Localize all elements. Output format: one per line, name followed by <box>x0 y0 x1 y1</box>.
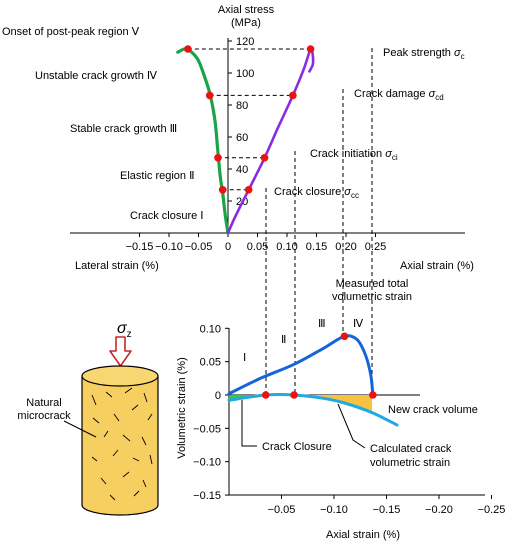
top-x-tick-label: 0.20 <box>335 241 356 253</box>
leader-lines <box>241 400 366 449</box>
bottom-x-axis-label: Axial strain (%) <box>326 529 400 541</box>
stage-label-crack-closure: Crack closure Ⅰ <box>130 210 204 222</box>
top-y-axis-title-line1: Axial stress <box>218 4 275 16</box>
bottom-y-ticks: 0.10 0.05 0 −0.05 −0.10 −0.15 <box>193 323 229 502</box>
label-crack-damage: Crack damage σcd <box>354 88 444 102</box>
top-x-tick-label: 0.25 <box>365 241 386 253</box>
bottom-x-tick-label: −0.20 <box>425 504 453 516</box>
new-crack-volume-area <box>300 395 372 413</box>
region-label-3: Ⅲ <box>318 318 326 330</box>
bottom-y-tick-label: 0 <box>215 390 221 402</box>
top-data-point <box>306 45 315 53</box>
top-x-tick-label: 0.05 <box>247 241 268 253</box>
bottom-x-tick-label: −0.25 <box>478 504 505 516</box>
top-x-tick-label: −0.15 <box>126 241 154 253</box>
annotation-calculated-line2: volumetric strain <box>370 457 450 469</box>
annotation-calculated-line1: Calculated crack <box>370 443 452 455</box>
annotation-measured-line1: Measured total <box>336 278 409 290</box>
bottom-x-tick-label: −0.05 <box>268 504 296 516</box>
microcrack-label-line2: microcrack <box>17 410 71 422</box>
top-y-tick-label: 40 <box>236 164 248 176</box>
bottom-markers <box>261 332 377 399</box>
label-crack-closure-stress: Crack closure σcc <box>274 186 359 200</box>
bottom-y-axis-label: Volumetric strain (%) <box>176 357 188 458</box>
guide-lines <box>187 48 311 191</box>
specimen-stress-symbol: σz <box>117 320 132 340</box>
region-label-2: Ⅱ <box>281 334 286 346</box>
crack-closure-area <box>229 395 267 401</box>
top-y-tick-label: 120 <box>236 36 254 48</box>
bottom-y-tick-label: 0.10 <box>200 323 221 335</box>
specimen-body <box>81 376 159 516</box>
microcracks <box>91 387 153 501</box>
microcrack-leader-line <box>63 420 97 438</box>
axial-strain-axis-label: Axial strain (%) <box>400 260 474 272</box>
bottom-x-tick-label: −0.10 <box>320 504 348 516</box>
bottom-data-point <box>369 391 377 399</box>
top-data-point <box>214 154 222 162</box>
stage-label-elastic-region: Elastic region Ⅱ <box>120 170 195 182</box>
top-markers <box>184 45 315 194</box>
bottom-data-point <box>340 332 349 341</box>
top-x-ticks: −0.15 −0.10 −0.05 0 0.05 0.10 0.15 0.20 0.25 <box>126 233 386 253</box>
microcrack-label-line1: Natural <box>26 397 61 409</box>
bottom-data-point <box>290 391 298 399</box>
measured-total-volumetric-curve <box>227 334 375 397</box>
bottom-y-tick-label: −0.10 <box>193 457 221 469</box>
label-crack-initiation: Crack initiation σci <box>310 148 398 162</box>
top-data-point <box>260 154 269 162</box>
bottom-y-tick-label: −0.15 <box>193 490 221 502</box>
top-y-axis-title-line2: (MPa) <box>231 17 261 29</box>
specimen-top <box>81 365 159 387</box>
bottom-chart: −0.05 −0.10 −0.15 −0.20 −0.25 0.10 0.05 0 −0.05… <box>176 278 505 541</box>
bottom-y-tick-label: −0.05 <box>193 423 221 435</box>
bottom-data-point <box>261 391 270 399</box>
lateral-strain-axis-label: Lateral strain (%) <box>75 260 159 272</box>
top-data-point <box>289 91 297 100</box>
lateral-strain-curve <box>176 47 230 235</box>
annotation-new-crack-volume: New crack volume <box>388 404 478 416</box>
stage-label-stable-crack-growth: Stable crack growth Ⅲ <box>70 123 177 135</box>
top-data-point <box>218 186 227 194</box>
region-label-4: Ⅳ <box>353 318 364 330</box>
connector-lines <box>265 48 373 395</box>
top-x-tick-label: −0.10 <box>155 241 183 253</box>
top-data-point <box>184 45 192 53</box>
top-x-tick-label: 0.10 <box>276 241 297 253</box>
top-x-tick-label: 0.15 <box>306 241 327 253</box>
load-arrow-icon <box>109 336 132 367</box>
bottom-y-tick-label: 0.05 <box>200 357 221 369</box>
bottom-x-ticks: −0.05 −0.10 −0.15 −0.20 −0.25 <box>268 495 505 516</box>
top-x-tick-label: 0 <box>225 241 231 253</box>
top-chart: −0.15 −0.10 −0.05 0 0.05 0.10 0.15 0.20 0.25 204… <box>2 4 474 272</box>
top-data-point <box>244 186 253 194</box>
region-label-1: Ⅰ <box>243 352 246 364</box>
rock-specimen: σz Natural microcrack <box>17 320 159 516</box>
top-y-tick-label: 60 <box>236 132 248 144</box>
stage-label-onset-post-peak: Onset of post-peak region Ⅴ <box>2 26 140 38</box>
annotation-measured-line2: volumetric strain <box>332 291 412 303</box>
stage-label-unstable-crack-growth: Unstable crack growth Ⅳ <box>35 70 158 82</box>
top-data-point <box>205 91 214 100</box>
top-y-tick-label: 80 <box>236 100 248 112</box>
label-peak-strength: Peak strength σc <box>383 47 465 61</box>
top-y-tick-label: 100 <box>236 68 254 80</box>
top-x-tick-label: −0.05 <box>185 241 213 253</box>
bottom-x-tick-label: −0.15 <box>373 504 401 516</box>
annotation-crack-closure: Crack Closure <box>262 441 332 453</box>
